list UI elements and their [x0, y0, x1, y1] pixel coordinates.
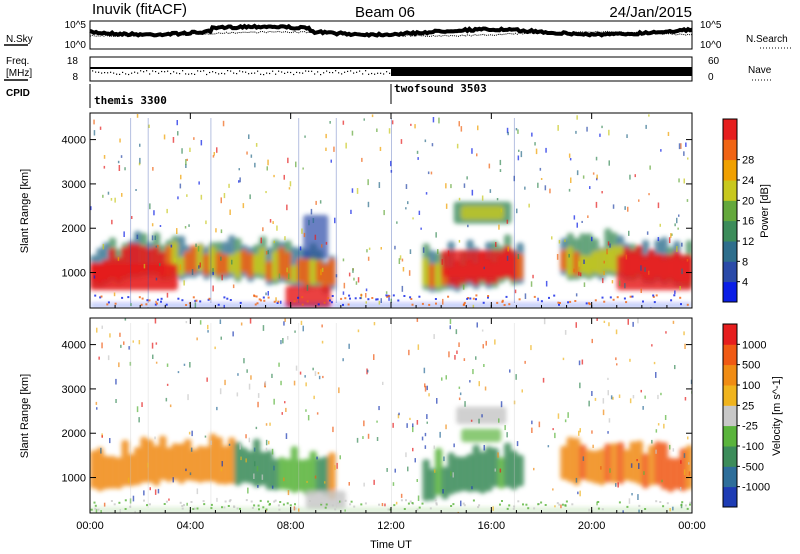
nave-tick-low: 0	[708, 72, 714, 83]
nsky-tick-high: 10^5	[65, 20, 87, 31]
colorbar-segment	[723, 180, 737, 201]
nsky-trace	[89, 23, 693, 38]
nsky-tick-low: 10^0	[65, 40, 87, 51]
freq-tick-high: 18	[67, 56, 79, 67]
xtick-label: 08:00	[277, 520, 305, 532]
freq-label-1: Freq.	[6, 56, 29, 67]
colorbar-tick-label: -500	[742, 461, 764, 473]
colorbar-segment	[723, 200, 737, 222]
velocity-colorbar-label: Velocity [m s^-1]	[771, 376, 783, 456]
nsearch-trace	[89, 30, 693, 38]
ytick-label: 1000	[62, 268, 86, 280]
cpid-segment-1: themis 3300	[94, 94, 167, 107]
colorbar-segment	[723, 281, 737, 303]
colorbar-segment	[723, 344, 737, 366]
colorbar-segment	[723, 405, 737, 427]
power-ylabel: Slant Range [km]	[19, 169, 31, 253]
colorbar-segment	[723, 241, 737, 262]
velocity-colorbar: 1000 500 100 25 -25 -100 -500 -1000	[722, 323, 770, 508]
nave-trace	[92, 70, 391, 76]
colorbar-segment	[723, 220, 737, 242]
power-colorbar: 4 8 12 16 20 24 28	[722, 118, 754, 303]
colorbar-segment	[723, 466, 737, 488]
ytick-label: 1000	[62, 473, 86, 485]
colorbar-tick-label: 100	[742, 380, 760, 392]
nave-block	[391, 68, 692, 76]
colorbar-segment	[723, 324, 737, 345]
freq-label-2: [MHz]	[6, 68, 32, 79]
velocity-ylabel: Slant Range [km]	[19, 374, 31, 458]
nsearch-tick-high: 10^5	[700, 20, 722, 31]
beam-title: Beam 06	[355, 4, 415, 21]
power-colorbar-label: Power [dB]	[759, 184, 771, 238]
colorbar-segment	[723, 119, 737, 140]
colorbar-tick-label: 12	[742, 236, 754, 248]
ytick-label: 2000	[62, 428, 86, 440]
ytick-label: 4000	[62, 340, 86, 352]
freq-tick-low: 8	[72, 72, 78, 83]
colorbar-segment	[723, 385, 737, 406]
colorbar-tick-label: -100	[742, 441, 764, 453]
colorbar-tick-label: 25	[742, 400, 754, 412]
nsearch-label: N.Search	[746, 34, 788, 45]
nsearch-tick-low: 10^0	[700, 40, 722, 51]
colorbar-segment	[723, 425, 737, 447]
xtick-label: 16:00	[478, 520, 506, 532]
colorbar-tick-label: 20	[742, 195, 754, 207]
colorbar-tick-label: 16	[742, 216, 754, 228]
colorbar-segment	[723, 139, 737, 161]
nsky-label: N.Sky	[6, 34, 33, 45]
cpid-label: CPID	[6, 88, 30, 99]
cpid-segment-2: twofsound 3503	[394, 82, 487, 95]
nave-label: Nave	[748, 65, 772, 76]
colorbar-tick-label: 500	[742, 360, 760, 372]
colorbar-segment	[723, 446, 737, 467]
date-title: 24/Jan/2015	[609, 4, 692, 21]
colorbar-tick-label: 24	[742, 175, 754, 187]
xtick-label: 12:00	[377, 520, 405, 532]
xtick-label: 00:00	[76, 520, 104, 532]
colorbar-tick-label: -1000	[742, 482, 770, 494]
ytick-label: 3000	[62, 384, 86, 396]
colorbar-segment	[723, 261, 737, 283]
colorbar-tick-label: 28	[742, 155, 754, 167]
xtick-label: 00:00	[678, 520, 706, 532]
station-title: Inuvik (fitACF)	[92, 1, 187, 18]
velocity-heatmap	[90, 318, 692, 513]
ytick-label: 4000	[62, 135, 86, 147]
colorbar-tick-label: 4	[742, 277, 748, 289]
colorbar-tick-label: 8	[742, 256, 748, 268]
ytick-label: 3000	[62, 179, 86, 191]
colorbar-segment	[723, 364, 737, 386]
x-axis-label: Time UT	[370, 539, 412, 551]
nave-tick-high: 60	[708, 56, 720, 67]
xtick-label: 20:00	[578, 520, 606, 532]
ytick-label: 2000	[62, 223, 86, 235]
power-heatmap	[90, 113, 692, 308]
colorbar-segment	[723, 159, 737, 181]
colorbar-segment	[723, 486, 737, 508]
colorbar-tick-label: 1000	[742, 339, 766, 351]
colorbar-tick-label: -25	[742, 421, 758, 433]
xtick-label: 04:00	[177, 520, 205, 532]
